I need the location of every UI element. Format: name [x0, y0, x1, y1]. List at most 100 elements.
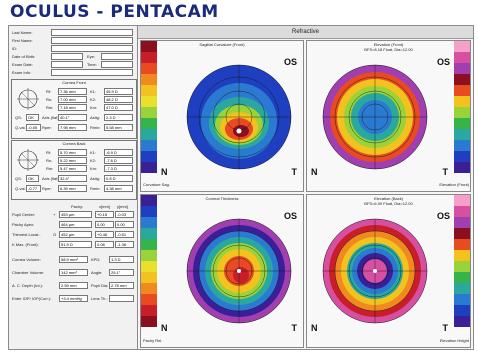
kmax-label: K Max. (Front):	[12, 242, 39, 247]
cf-rper-label: Rper:	[42, 125, 52, 130]
cb-km-label: Km:	[90, 166, 98, 171]
elevation-front-t-label: T	[442, 167, 449, 177]
cornea-volume-value: 58.9 mm³	[59, 256, 88, 263]
kmax-y: -1.36	[115, 241, 134, 248]
dob-label: Date of Birth:	[12, 54, 36, 59]
cb-axis-label: Axis (flat):	[42, 176, 60, 181]
cf-rs-value: 7.00 mm	[58, 96, 87, 103]
cb-rmin-label: Rmin:	[90, 186, 101, 191]
cf-km-value: 47.0 D	[104, 104, 133, 111]
cornea-front-section: Cornea Front Rf: 7.36 mm K1: 45.9 D Rs: …	[11, 79, 137, 139]
app-title: OCULUS - PENTACAM	[10, 2, 219, 22]
id-field[interactable]	[51, 45, 133, 52]
cb-rm-label: Rm:	[46, 166, 54, 171]
thickness-scale-label: Pachy Rel.	[143, 338, 163, 343]
ac-depth-label: A. C. Depth (Int.):	[12, 283, 44, 288]
elevation-back-title: Elevation (Back)	[373, 196, 404, 201]
pachy-col-x: x[mm]	[99, 204, 110, 209]
cf-axis-label: Axis (flat):	[42, 115, 60, 120]
elevation-front-scale-label: Elevation (Front)	[439, 182, 469, 187]
cf-qs-label: QS:	[15, 115, 22, 120]
cf-axis-value: 40.1°	[58, 114, 87, 121]
cb-rf-value: 5.70 mm	[58, 149, 87, 156]
sagittal-n-label: N	[161, 167, 168, 177]
cb-rper-label: Rper:	[42, 186, 52, 191]
cb-rm-value: 5.47 mm	[58, 165, 87, 172]
cf-rm-label: Rm:	[46, 105, 54, 110]
ac-depth-value: 2.59 mm	[59, 282, 88, 289]
thinnest-locat-label: Thinnest Locat.:	[12, 232, 41, 237]
pachy-apex-x: 0.00	[95, 221, 114, 228]
eye-field[interactable]	[101, 53, 133, 60]
exam-info-field[interactable]	[51, 69, 133, 76]
thickness-title: Corneal Thickness	[205, 196, 239, 201]
last-name-field[interactable]	[51, 29, 133, 36]
exam-date-field[interactable]	[51, 61, 83, 68]
pupil-center-value: 453 µm	[59, 211, 92, 218]
pupil-dia-value: 2.78 mm	[109, 282, 134, 289]
elevation-front-n-label: N	[311, 167, 318, 177]
cornea-back-section: Cornea Back Rf: 5.70 mm K1: -6.9 D Rs: 5…	[11, 140, 137, 200]
cb-k1-label: K1:	[90, 150, 97, 155]
pachy-apex-y: 0.00	[115, 221, 134, 228]
cf-qs-value: OK	[26, 114, 39, 121]
maps-panel: Refractive Sagittal Curvature (Front) OS…	[137, 25, 474, 350]
left-panel: Last Name: First Name: ID: Date of Birth…	[8, 25, 138, 350]
elevation-back-subtitle: BFS=6.09 Float, Dia=12.00	[364, 201, 413, 206]
sagittal-title: Sagittal Curvature (Front)	[199, 42, 245, 47]
thickness-t-label: T	[291, 323, 298, 333]
elevation-back-scale-label: Elevation Height	[439, 338, 469, 343]
first-name-field[interactable]	[51, 37, 133, 44]
iop-value[interactable]: +3.4 mmHg	[59, 295, 88, 302]
sagittal-t-label: T	[291, 167, 298, 177]
exam-date-label: Exam Date:	[12, 62, 33, 67]
cf-q-value: -0.55	[26, 124, 41, 131]
lens-th-value	[109, 295, 134, 302]
elevation-front-map-panel[interactable]: Elevation (Front) BFS=8.18 Float, Dia=12…	[306, 40, 471, 192]
elevation-front-subtitle: BFS=8.18 Float, Dia=12.00	[364, 47, 413, 52]
thickness-color-scale	[141, 195, 157, 347]
pupil-center-x: +0.15	[95, 211, 114, 218]
pupil-center-y: -0.03	[115, 211, 134, 218]
sagittal-color-scale	[141, 41, 157, 191]
cf-rmin-label: Rmin:	[90, 125, 101, 130]
last-name-label: Last Name:	[12, 30, 33, 35]
sagittal-map-panel[interactable]: Sagittal Curvature (Front) OS N T Curvat…	[140, 40, 304, 192]
thickness-eye-label: OS	[283, 211, 297, 221]
cf-rm-value: 7.18 mm	[58, 104, 87, 111]
cf-rs-label: Rs:	[46, 97, 52, 102]
elevation-front-title: Elevation (Front)	[373, 42, 404, 47]
cf-rf-value: 7.36 mm	[58, 88, 87, 95]
elevation-back-n-label: N	[311, 323, 318, 333]
id-label: ID:	[12, 46, 18, 51]
pupil-center-symbol: +	[53, 212, 56, 217]
cornea-back-diagram	[17, 149, 39, 171]
cf-astig-label: Astig:	[90, 115, 101, 120]
lens-th-label: Lens Th.:	[91, 296, 108, 301]
cornea-back-header: Cornea Back	[62, 141, 86, 146]
cb-rf-label: Rf:	[46, 150, 52, 155]
thickness-n-label: N	[161, 323, 168, 333]
cb-k1-value: -6.9 D	[104, 149, 133, 156]
cb-km-value: -7.3 D	[104, 165, 133, 172]
cf-k1-value: 45.9 D	[104, 88, 133, 95]
corneal-thickness-map-panel[interactable]: Corneal Thickness OS N T Pachy Rel.	[140, 194, 304, 348]
thinnest-locat-value: 452 µm	[59, 231, 92, 238]
iop-label: Enter IOP/ IOP(Corr.):	[12, 296, 52, 301]
cb-rs-value: 5.22 mm	[58, 157, 87, 164]
cf-rf-label: Rf:	[46, 89, 52, 94]
dob-field[interactable]	[51, 53, 83, 60]
pachy-col-header: Pachy:	[71, 204, 84, 209]
time-field[interactable]	[101, 61, 133, 68]
time-label: Time:	[87, 62, 97, 67]
cb-qs-label: QS:	[15, 176, 22, 181]
pachy-apex-value: 464 µm	[59, 221, 92, 228]
kmax-x: 0.08	[95, 241, 114, 248]
pachy-col-y: y[mm]	[117, 204, 128, 209]
angle-value: 25.1°	[109, 269, 134, 276]
elevation-back-map-panel[interactable]: Elevation (Back) BFS=6.09 Float, Dia=12.…	[306, 194, 471, 348]
first-name-label: First Name:	[12, 38, 33, 43]
cb-rper-value: 6.39 mm	[58, 185, 87, 192]
cf-k1-label: K1:	[90, 89, 97, 94]
sagittal-map	[186, 64, 292, 170]
